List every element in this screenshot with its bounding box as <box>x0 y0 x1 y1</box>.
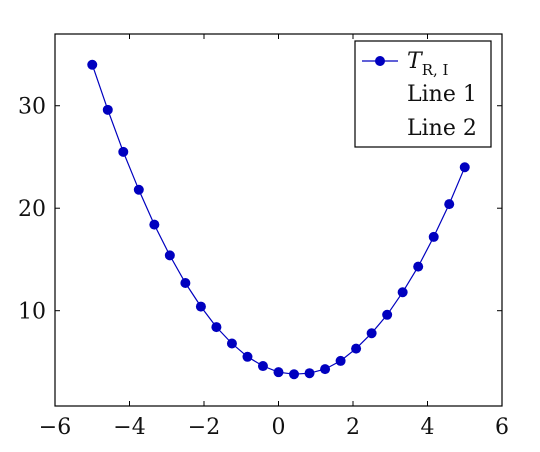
x-tick-label: −4 <box>113 415 145 440</box>
data-point <box>382 309 393 320</box>
legend-series-1-main: T <box>407 49 424 74</box>
data-point <box>149 219 160 230</box>
y-tick-label: 10 <box>18 300 46 325</box>
data-point <box>413 261 424 272</box>
y-tick-label: 30 <box>18 95 46 120</box>
data-point <box>289 369 300 380</box>
legend-series-3-label: Line 2 <box>407 116 477 141</box>
x-tick-label: 0 <box>272 415 286 440</box>
legend-series-1-label: TR, I <box>407 49 449 79</box>
x-tick-label: 4 <box>421 415 435 440</box>
data-point <box>226 338 237 349</box>
data-point <box>211 322 222 333</box>
axis-ticks: −6 −4 −2 0 2 4 6 10 20 30 <box>18 34 509 440</box>
data-point <box>428 231 439 242</box>
data-point <box>164 250 175 261</box>
data-point <box>273 367 284 378</box>
legend-series-1-subscript: R, I <box>422 61 449 79</box>
data-point <box>102 104 113 115</box>
plot-area <box>87 59 470 380</box>
data-point <box>459 162 470 173</box>
data-point <box>257 361 268 372</box>
x-tick-label: −2 <box>188 415 220 440</box>
data-point <box>366 328 377 339</box>
data-point <box>304 368 315 379</box>
legend-swatch-marker <box>375 56 385 66</box>
y-tick-label: 20 <box>18 197 46 222</box>
data-point <box>320 364 331 375</box>
data-point <box>397 287 408 298</box>
legend: TR, I Line 1 Line 2 <box>354 40 492 148</box>
data-point <box>180 278 191 289</box>
data-point <box>242 351 253 362</box>
x-tick-label: 6 <box>495 415 509 440</box>
data-point <box>335 355 346 366</box>
data-point <box>133 184 144 195</box>
data-point <box>87 59 98 70</box>
legend-series-2-label: Line 1 <box>407 82 477 107</box>
data-point <box>195 301 206 312</box>
data-point <box>444 199 455 210</box>
data-point <box>351 343 362 354</box>
data-point <box>118 146 129 157</box>
x-tick-label: 2 <box>346 415 360 440</box>
x-tick-label: −6 <box>39 415 71 440</box>
